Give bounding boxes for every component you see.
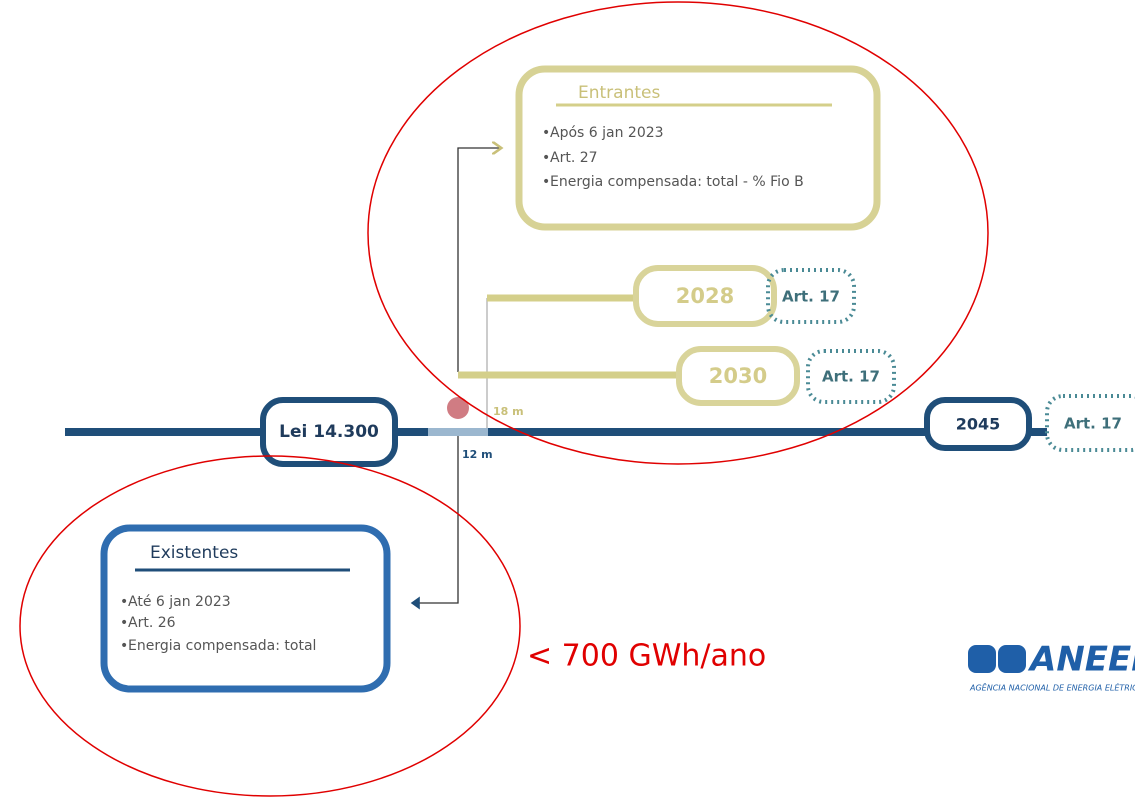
logo-subtitle: AGÊNCIA NACIONAL DE ENERGIA ELÉTRICA: [969, 682, 1135, 693]
annotation: < 700 GWh/ano: [527, 639, 766, 674]
article-box: [806, 349, 896, 404]
offset-label: 12 m: [462, 448, 493, 461]
offset-label: 18 m: [493, 405, 524, 418]
start-box: [260, 397, 398, 467]
bullet: •: [120, 638, 128, 654]
bullet: •: [120, 594, 128, 610]
article-box: [766, 268, 856, 324]
logo-icon: [968, 645, 996, 673]
year-label: 2045: [956, 415, 1001, 434]
highlight-ellipse: [19, 455, 521, 797]
bullet: •: [542, 125, 550, 141]
connector-up: [457, 148, 500, 372]
marker-dot: [447, 397, 469, 419]
existentes-box: [100, 524, 391, 693]
bullet: •: [120, 615, 128, 631]
logo-name: ANEEL: [1027, 640, 1135, 680]
article-box: [1045, 394, 1135, 452]
entrantes-item: Energia compensada: total - % Fio B: [550, 174, 804, 190]
highlight-ellipse: [367, 1, 989, 465]
year-box: [924, 397, 1032, 451]
entrantes-title: Entrantes: [578, 83, 660, 103]
entrantes-box: [515, 65, 881, 231]
bullet: •: [542, 150, 550, 166]
article-label: Art. 17: [822, 368, 880, 386]
connector-down: [410, 432, 459, 610]
logo: ANEEL AGÊNCIA NACIONAL DE ENERGIA ELÉTRI…: [968, 640, 1135, 693]
bullet: •: [542, 174, 550, 190]
article-label: Art. 17: [1064, 415, 1122, 433]
year-label: 2028: [676, 284, 734, 308]
existentes-item: Art. 26: [128, 615, 176, 631]
existentes-title: Existentes: [150, 543, 238, 563]
existentes-item: Energia compensada: total: [128, 638, 316, 654]
logo-icon: [998, 645, 1026, 673]
article-label: Art. 17: [782, 288, 840, 306]
year-label: 2030: [709, 364, 767, 388]
year-box: [676, 346, 800, 406]
year-box: [633, 265, 777, 327]
existentes-item: Até 6 jan 2023: [128, 594, 231, 610]
start-label: Lei 14.300: [279, 422, 379, 442]
entrantes-item: Após 6 jan 2023: [550, 125, 664, 141]
entrantes-item: Art. 27: [550, 150, 598, 166]
